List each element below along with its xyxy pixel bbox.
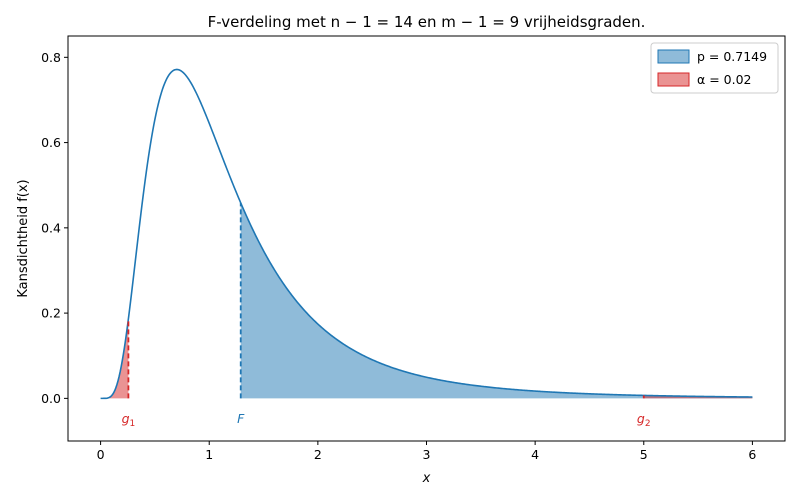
y-tick-label: 0.2 (41, 306, 61, 321)
x-tick-label: 6 (748, 447, 756, 462)
y-tick-label: 0.8 (41, 50, 61, 65)
legend-label-p: p = 0.7149 (697, 49, 767, 64)
marker-label-g1: g1 (122, 411, 136, 429)
density-curve (100, 68, 753, 400)
x-axis-label: x (422, 471, 431, 486)
legend-swatch-p (657, 49, 690, 64)
x-tick-label: 3 (423, 447, 431, 462)
marker-label-g2: g2 (637, 411, 651, 429)
x-tick-label: 1 (205, 447, 213, 462)
alpha-left-tail-area (100, 318, 129, 399)
marker-lines (127, 202, 645, 399)
x-axis-ticks: 0 1 2 3 4 5 6 (97, 441, 756, 462)
marker-label-F: F (237, 411, 245, 426)
legend-swatch-alpha (657, 72, 690, 87)
x-tick-label: 2 (314, 447, 322, 462)
x-tick-label: 5 (640, 447, 648, 462)
x-tick-label: 4 (531, 447, 539, 462)
p-value-area (240, 202, 753, 399)
shaded-regions (100, 202, 753, 399)
y-tick-label: 0.0 (41, 391, 61, 406)
y-axis-ticks: 0.0 0.2 0.4 0.6 0.8 (41, 50, 68, 406)
legend-label-alpha: α = 0.02 (697, 72, 752, 87)
x-tick-label: 0 (97, 447, 105, 462)
y-axis-label: Kansdichtheid f(x) (16, 179, 31, 297)
legend: p = 0.7149 α = 0.02 (650, 42, 779, 94)
y-tick-label: 0.6 (41, 135, 61, 150)
curve-layer (100, 68, 753, 400)
y-tick-label: 0.4 (41, 220, 61, 235)
chart-title: F-verdeling met n − 1 = 14 en m − 1 = 9 … (208, 13, 646, 31)
